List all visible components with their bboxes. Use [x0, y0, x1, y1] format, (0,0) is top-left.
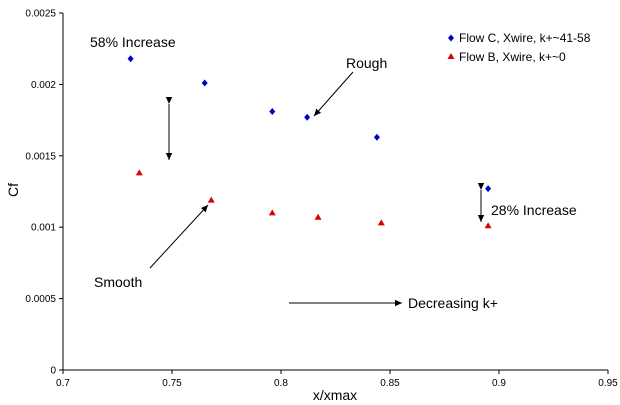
y-tick-label: 0.0005 — [25, 294, 56, 305]
legend: Flow C, Xwire, k+~41-58 Flow B, Xwire, k… — [447, 31, 591, 64]
y-axis-title: Cf — [5, 183, 21, 197]
data-point-flow-c — [304, 113, 311, 121]
data-point-flow-c — [127, 55, 134, 63]
data-point-flow-b — [484, 222, 492, 229]
data-point-flow-c — [269, 108, 276, 116]
data-point-flow-c — [201, 79, 208, 87]
data-point-flow-b — [207, 196, 215, 203]
data-points — [127, 55, 492, 229]
legend-label-flow-c: Flow C, Xwire, k+~41-58 — [459, 31, 591, 45]
y-tick-label: 0 — [50, 366, 56, 377]
y-tick-label: 0.0015 — [25, 151, 56, 162]
y-tick-label: 0.001 — [31, 223, 56, 234]
axes — [62, 13, 608, 371]
annotation-arrows — [149, 71, 485, 307]
x-tick-label: 0.75 — [162, 378, 182, 389]
y-tick-label: 0.002 — [31, 80, 56, 91]
data-point-flow-b — [377, 219, 385, 226]
legend-marker-flow-c — [448, 34, 454, 42]
x-tick-label: 0.7 — [56, 378, 70, 389]
annotation-58-increase: 58% Increase — [90, 34, 176, 50]
axis-ticks: 0.7 0.75 0.8 0.85 0.9 0.95 0 0.0005 0.001 0.0015 0… — [25, 9, 618, 390]
legend-marker-flow-b — [447, 53, 455, 59]
annotation-decreasing-k: Decreasing k+ — [408, 295, 498, 311]
annotation-rough: Rough — [346, 55, 387, 71]
x-axis-title: x/xmax — [313, 387, 357, 403]
data-point-flow-b — [135, 169, 143, 176]
data-point-flow-b — [314, 213, 322, 220]
y-tick-label: 0.0025 — [25, 9, 56, 20]
data-point-flow-c — [373, 133, 380, 141]
x-tick-label: 0.8 — [274, 378, 288, 389]
annotation-smooth: Smooth — [94, 274, 142, 290]
x-tick-label: 0.95 — [598, 378, 618, 389]
x-tick-label: 0.85 — [380, 378, 400, 389]
data-point-flow-b — [268, 209, 276, 216]
arrow-rough — [313, 71, 354, 117]
annotation-28-increase: 28% Increase — [491, 202, 577, 218]
data-point-flow-c — [485, 185, 492, 193]
arrow-smooth — [149, 204, 209, 269]
legend-label-flow-b: Flow B, Xwire, k+~0 — [459, 50, 566, 64]
x-tick-label: 0.9 — [492, 378, 506, 389]
